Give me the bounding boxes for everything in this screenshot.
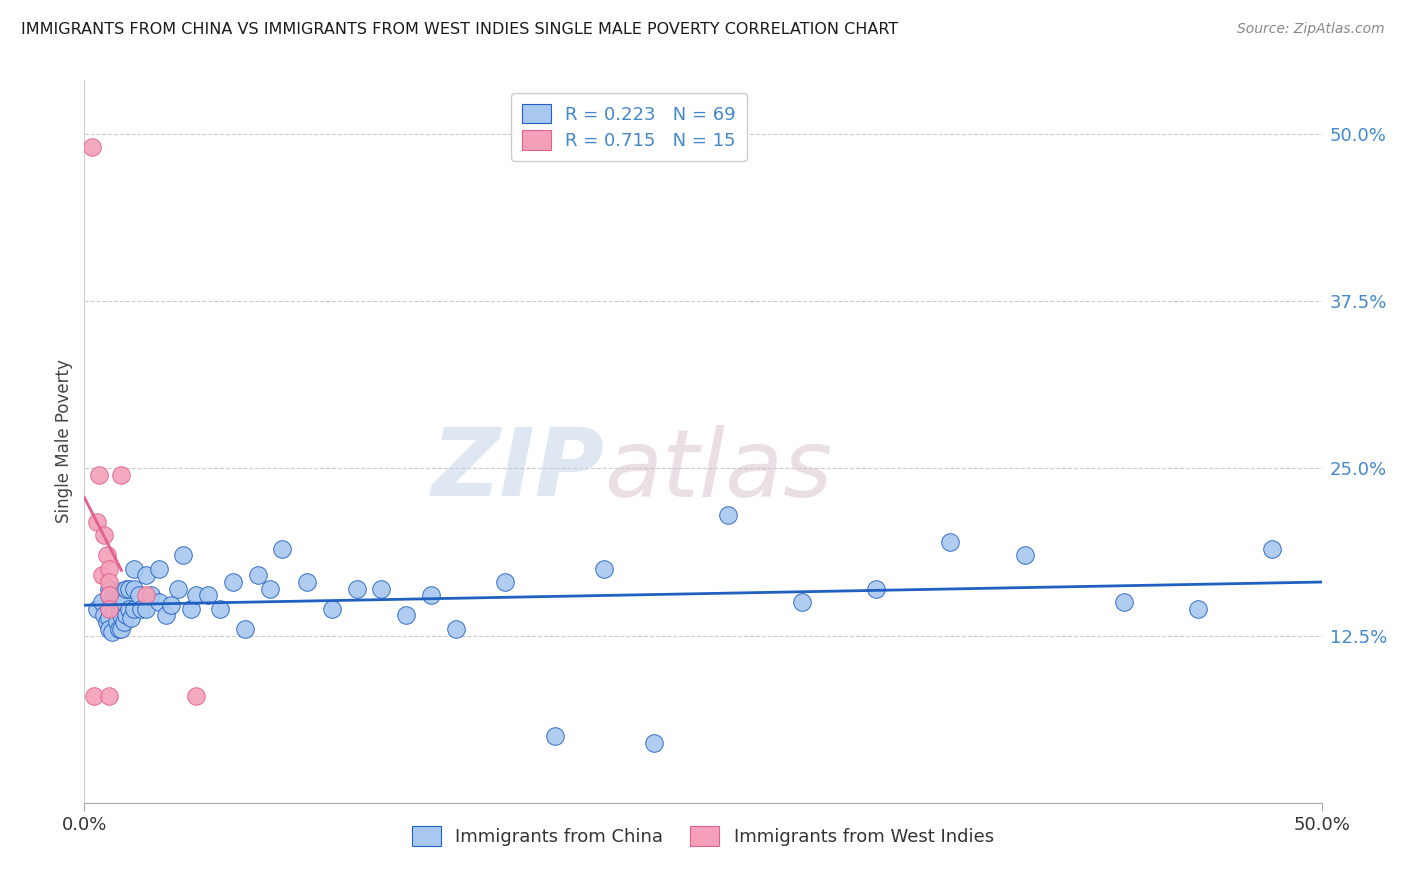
Point	[108, 622, 131, 636]
Point	[346, 582, 368, 596]
Point	[184, 589, 207, 603]
Point	[103, 602, 125, 616]
Point	[118, 602, 141, 616]
Point	[135, 568, 157, 582]
Point	[246, 568, 269, 582]
Point	[135, 589, 157, 603]
Point	[110, 467, 132, 482]
Text: atlas: atlas	[605, 425, 832, 516]
Point	[112, 615, 135, 630]
Point	[86, 602, 108, 616]
Point	[148, 595, 170, 609]
Point	[98, 582, 121, 596]
Point	[100, 624, 122, 639]
Point	[93, 528, 115, 542]
Text: Source: ZipAtlas.com: Source: ZipAtlas.com	[1237, 22, 1385, 37]
Point	[98, 689, 121, 703]
Point	[419, 589, 441, 603]
Point	[98, 562, 121, 576]
Point	[148, 562, 170, 576]
Text: ZIP: ZIP	[432, 425, 605, 516]
Point	[98, 602, 121, 616]
Point	[593, 562, 616, 576]
Point	[98, 575, 121, 590]
Point	[197, 589, 219, 603]
Point	[93, 608, 115, 623]
Point	[105, 595, 128, 609]
Text: IMMIGRANTS FROM CHINA VS IMMIGRANTS FROM WEST INDIES SINGLE MALE POVERTY CORRELA: IMMIGRANTS FROM CHINA VS IMMIGRANTS FROM…	[21, 22, 898, 37]
Point	[155, 608, 177, 623]
Point	[89, 467, 111, 482]
Point	[1014, 548, 1036, 563]
Point	[295, 575, 318, 590]
Point	[135, 602, 157, 616]
Point	[96, 615, 118, 630]
Point	[98, 622, 121, 636]
Point	[1261, 541, 1284, 556]
Point	[118, 582, 141, 596]
Point	[98, 589, 121, 603]
Point	[110, 622, 132, 636]
Point	[105, 615, 128, 630]
Point	[129, 602, 152, 616]
Point	[790, 595, 813, 609]
Point	[209, 602, 232, 616]
Point	[643, 735, 665, 749]
Point	[259, 582, 281, 596]
Point	[90, 595, 112, 609]
Legend: Immigrants from China, Immigrants from West Indies: Immigrants from China, Immigrants from W…	[404, 817, 1002, 855]
Point	[86, 515, 108, 529]
Point	[939, 534, 962, 549]
Point	[370, 582, 392, 596]
Point	[395, 608, 418, 623]
Point	[1187, 602, 1209, 616]
Point	[180, 602, 202, 616]
Point	[184, 689, 207, 703]
Point	[222, 575, 245, 590]
Point	[865, 582, 887, 596]
Point	[112, 595, 135, 609]
Point	[108, 602, 131, 616]
Point	[494, 575, 516, 590]
Point	[115, 608, 138, 623]
Point	[120, 611, 142, 625]
Point	[98, 611, 121, 625]
Point	[128, 589, 150, 603]
Point	[98, 589, 121, 603]
Point	[543, 729, 565, 743]
Point	[172, 548, 194, 563]
Point	[80, 140, 103, 154]
Point	[90, 568, 112, 582]
Point	[141, 589, 163, 603]
Point	[122, 602, 145, 616]
Point	[717, 508, 740, 523]
Point	[167, 582, 190, 596]
Point	[115, 582, 138, 596]
Point	[160, 598, 183, 612]
Point	[444, 622, 467, 636]
Point	[110, 598, 132, 612]
Point	[1112, 595, 1135, 609]
Point	[271, 541, 294, 556]
Point	[110, 608, 132, 623]
Point	[110, 584, 132, 599]
Point	[96, 548, 118, 563]
Point	[122, 562, 145, 576]
Point	[98, 602, 121, 616]
Point	[83, 689, 105, 703]
Y-axis label: Single Male Poverty: Single Male Poverty	[55, 359, 73, 524]
Point	[103, 589, 125, 603]
Point	[321, 602, 343, 616]
Point	[122, 582, 145, 596]
Point	[233, 622, 256, 636]
